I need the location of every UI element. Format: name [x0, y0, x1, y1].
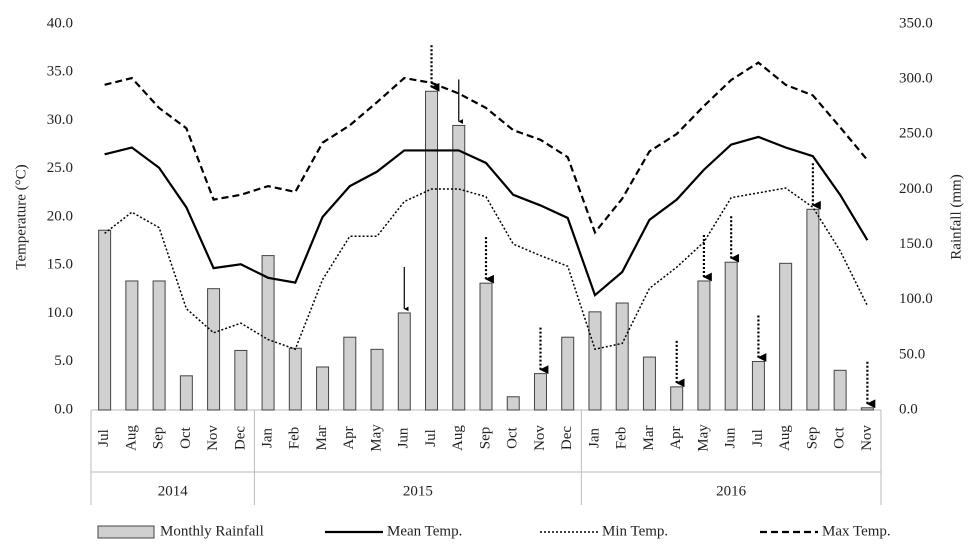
- y-tick-label: 15.0: [47, 257, 73, 273]
- y2-tick-label: 300.0: [899, 71, 933, 87]
- x-tick-label: Jan: [586, 428, 602, 448]
- y2-tick-label: 350.0: [899, 15, 933, 31]
- line: [104, 187, 869, 351]
- x-tick-label: Apr: [341, 426, 357, 449]
- y-tick-label: 25.0: [47, 160, 73, 176]
- y2-tick-label: 200.0: [899, 181, 933, 197]
- x-tick-label: Sep: [804, 427, 820, 450]
- y-tick-label: 35.0: [47, 64, 73, 80]
- y-axis-title: Temperature (°C): [13, 164, 29, 269]
- bar: [506, 396, 520, 411]
- x-tick-label: Feb: [287, 427, 303, 450]
- x-tick-label: Sep: [477, 427, 493, 450]
- y2-tick-label: 250.0: [899, 126, 933, 142]
- y-tick-label: 10.0: [47, 305, 73, 321]
- legend-label: Min Temp.: [602, 523, 668, 539]
- bar: [561, 336, 575, 411]
- group-label: 2016: [716, 483, 747, 499]
- legend-swatch: [97, 525, 155, 539]
- x-tick-label: Oct: [505, 426, 521, 448]
- y2-tick-label: 150.0: [899, 236, 933, 252]
- legend-label: Mean Temp.: [387, 523, 462, 539]
- group-label: 2014: [158, 483, 189, 499]
- bar: [533, 373, 547, 411]
- y-tick-label: 0.0: [54, 401, 73, 417]
- bar: [642, 356, 656, 411]
- bar: [234, 349, 248, 411]
- group-label: 2015: [403, 483, 433, 499]
- x-tick-label: Sep: [151, 427, 167, 450]
- y-tick-label: 30.0: [47, 112, 73, 128]
- x-tick-label: Nov: [532, 425, 548, 451]
- x-tick-label: May: [368, 424, 384, 452]
- y2-tick-label: 50.0: [899, 346, 925, 362]
- bar: [288, 347, 302, 411]
- bar: [207, 288, 221, 411]
- bar: [615, 302, 629, 411]
- x-tick-label: Aug: [123, 425, 139, 451]
- x-tick-label: Dec: [559, 426, 575, 450]
- x-tick-label: Oct: [178, 426, 194, 448]
- x-tick-label: Jul: [423, 429, 439, 447]
- bar: [425, 90, 439, 411]
- bar: [833, 369, 847, 411]
- x-tick-label: Aug: [777, 425, 793, 451]
- bar: [670, 386, 684, 411]
- x-tick-label: Aug: [450, 425, 466, 451]
- bar: [588, 311, 602, 411]
- bar: [860, 407, 874, 411]
- x-tick-label: Jul: [96, 429, 112, 447]
- x-tick-label: Jun: [723, 427, 739, 448]
- x-tick-label: Mar: [641, 426, 657, 451]
- bar: [452, 124, 466, 411]
- y2-axis-title: Rainfall (mm): [948, 174, 964, 259]
- line: [104, 135, 869, 298]
- bar: [397, 312, 411, 411]
- bar: [343, 336, 357, 411]
- legend-label: Monthly Rainfall: [160, 523, 264, 539]
- legend-label: Max Temp.: [822, 523, 891, 539]
- x-tick-label: Jul: [750, 429, 766, 447]
- y-tick-label: 20.0: [47, 208, 73, 224]
- bar: [479, 282, 493, 411]
- x-tick-label: Feb: [614, 427, 630, 450]
- x-tick-label: Mar: [314, 426, 330, 451]
- bar: [724, 261, 738, 411]
- x-tick-label: Dec: [232, 426, 248, 450]
- y2-tick-label: 100.0: [899, 291, 933, 307]
- bar: [751, 360, 765, 411]
- x-tick-label: Apr: [668, 426, 684, 449]
- x-tick-label: Oct: [832, 426, 848, 448]
- bar: [806, 208, 820, 411]
- x-tick-label: May: [695, 424, 711, 452]
- bar: [125, 280, 139, 411]
- y-tick-label: 5.0: [54, 353, 73, 369]
- bar: [370, 348, 384, 411]
- y-tick-label: 40.0: [47, 15, 73, 31]
- bar: [152, 280, 166, 411]
- line: [104, 61, 869, 235]
- bar: [179, 375, 193, 411]
- x-tick-label: Jan: [260, 428, 276, 448]
- y2-tick-label: 0.0: [899, 401, 918, 417]
- x-tick-label: Nov: [205, 425, 221, 451]
- bar: [98, 229, 112, 411]
- x-tick-label: Nov: [859, 425, 875, 451]
- x-tick-label: Jun: [396, 427, 412, 448]
- bar: [779, 262, 793, 411]
- bar: [261, 255, 275, 411]
- bar: [697, 280, 711, 411]
- bar: [316, 366, 330, 411]
